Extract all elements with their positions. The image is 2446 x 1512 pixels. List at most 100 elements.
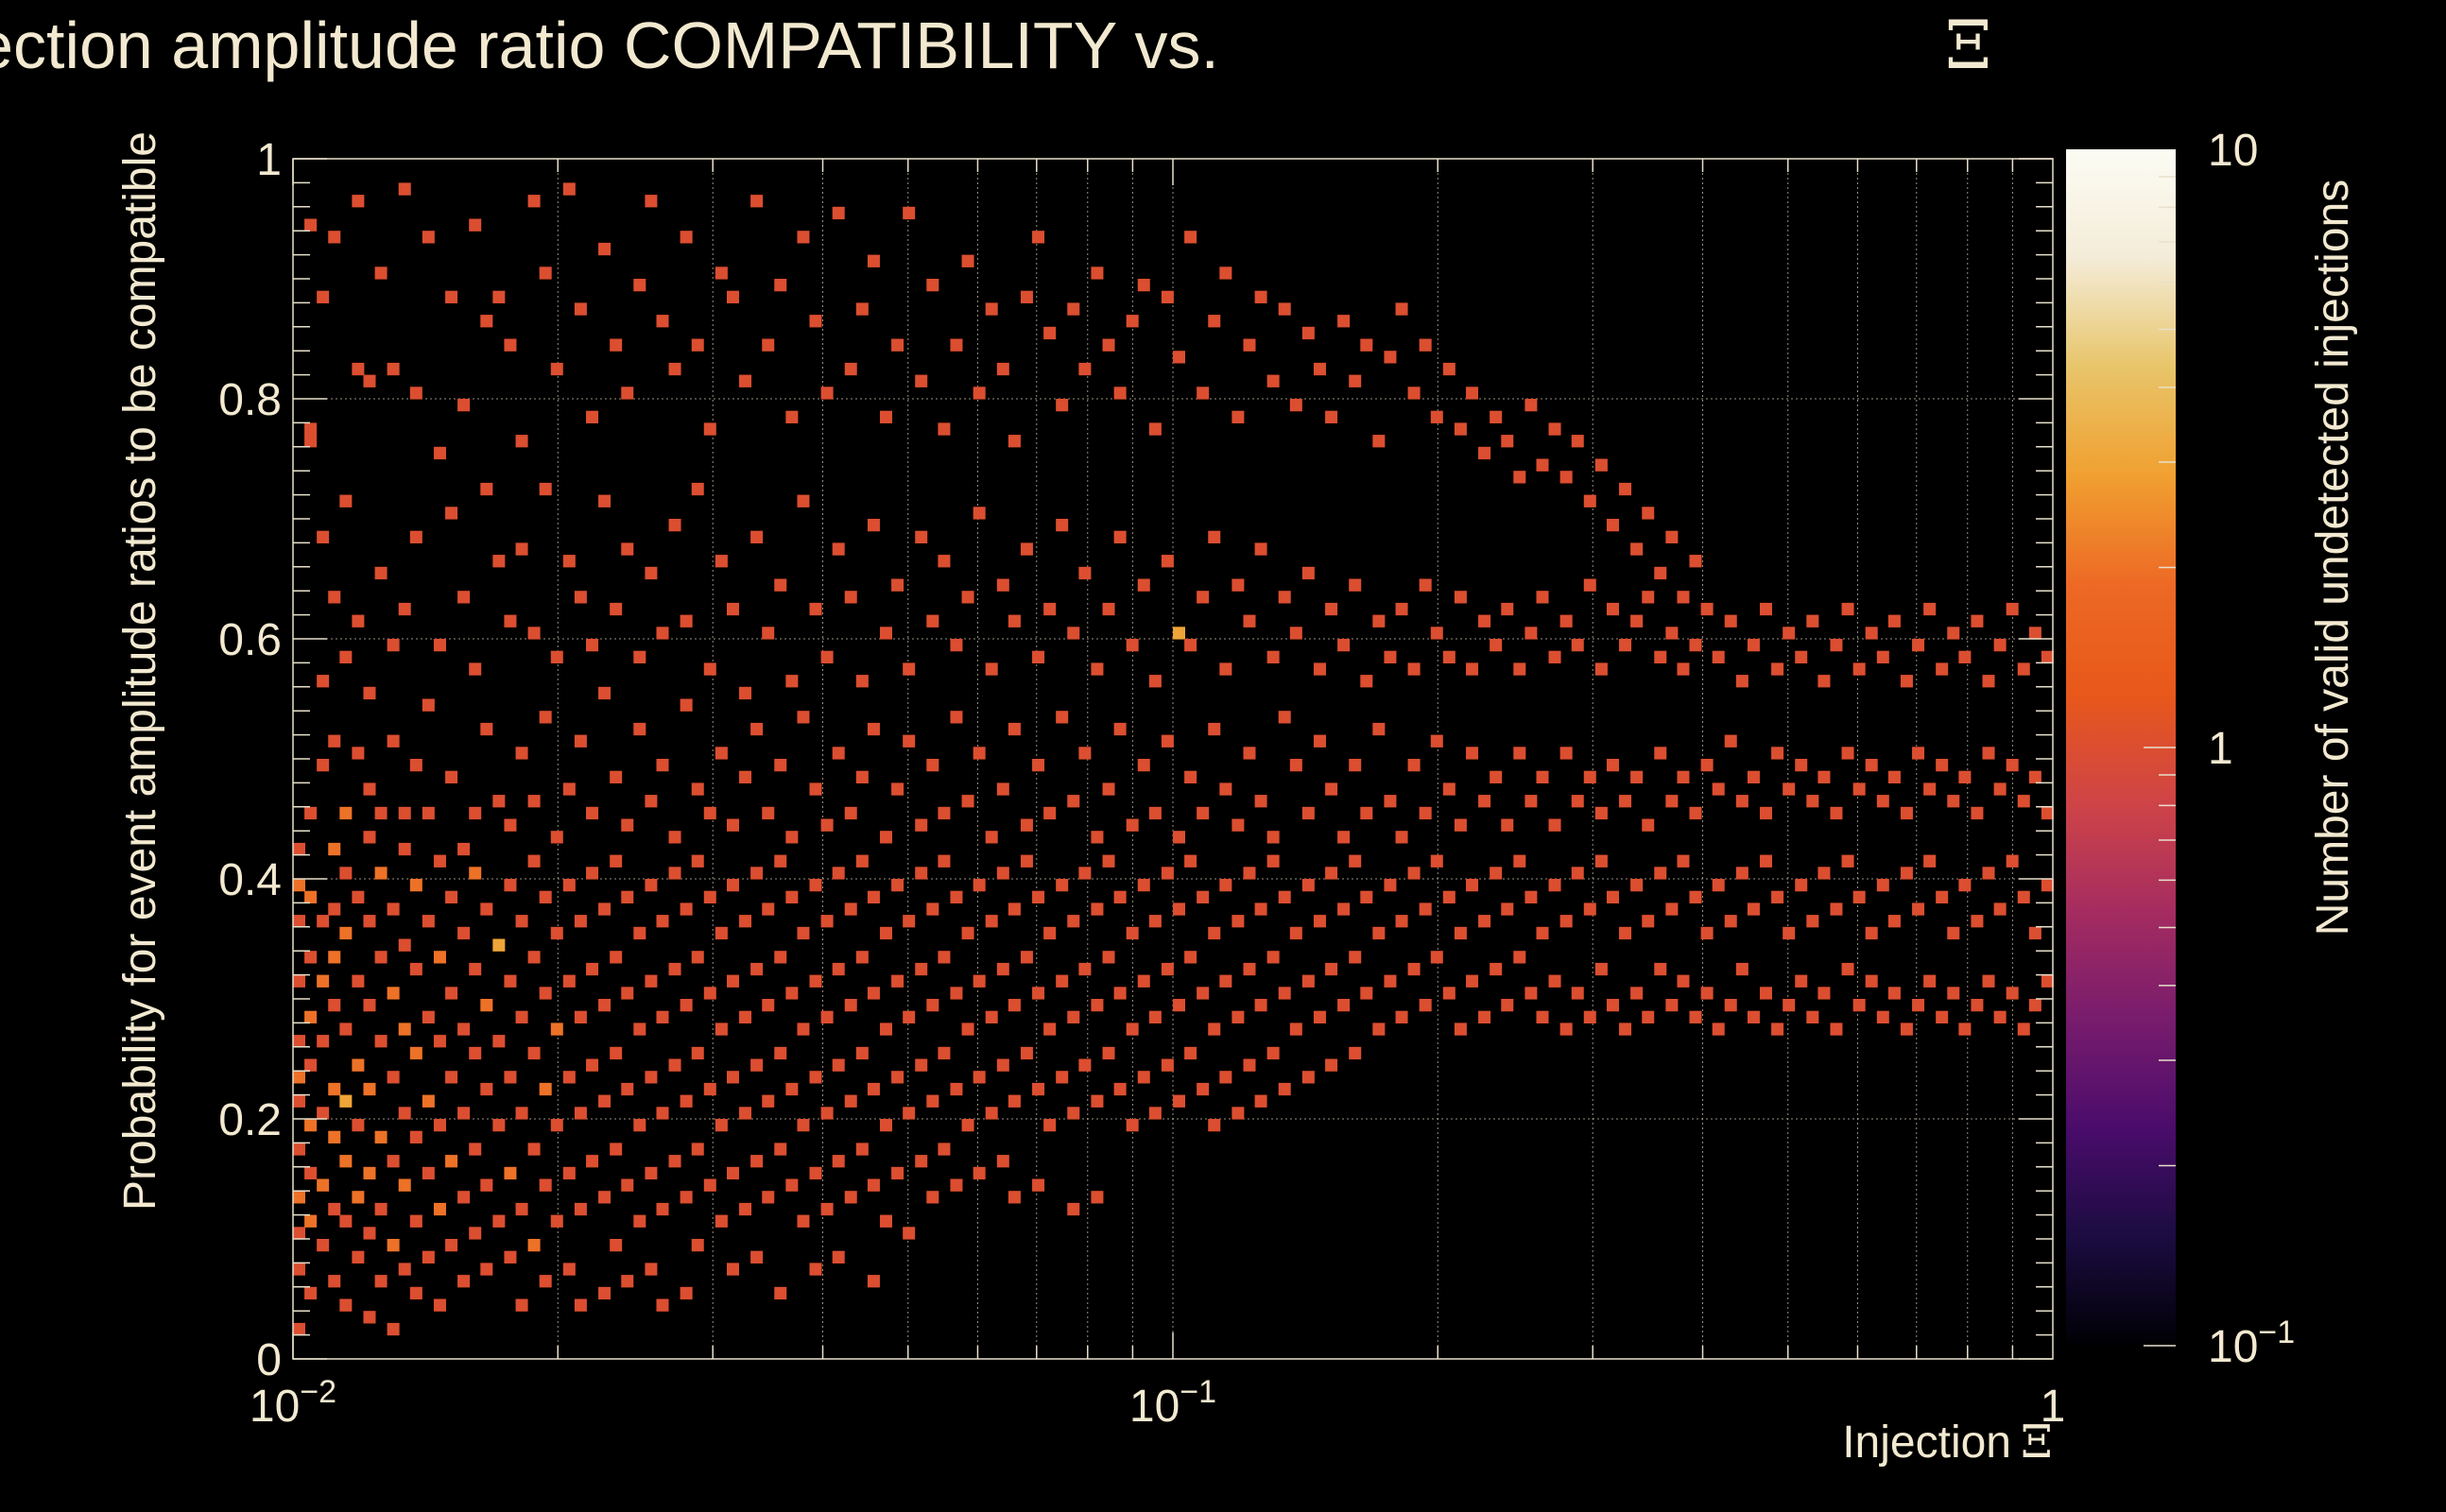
- heatmap-cell: [1148, 915, 1162, 928]
- heatmap-cell: [339, 926, 353, 940]
- heatmap-cell: [715, 1214, 728, 1228]
- heatmap-cell: [1795, 879, 1808, 892]
- heatmap-cell: [785, 1178, 799, 1192]
- heatmap-cell: [339, 867, 353, 880]
- heatmap-cell: [820, 387, 834, 400]
- heatmap-cell: [1148, 1107, 1162, 1120]
- heatmap-cell: [891, 1166, 904, 1180]
- heatmap-cell: [492, 1214, 506, 1228]
- heatmap-cell: [797, 926, 810, 940]
- heatmap-cell: [2041, 650, 2054, 663]
- heatmap-cell: [1993, 902, 2007, 916]
- heatmap-cell: [409, 759, 422, 772]
- heatmap-cell: [598, 242, 612, 256]
- heatmap-cell: [1020, 290, 1033, 303]
- heatmap-cell: [1278, 711, 1291, 724]
- heatmap-cell: [1642, 915, 1655, 928]
- heatmap-cell: [1325, 410, 1338, 423]
- heatmap-cell: [1208, 1119, 1221, 1132]
- heatmap-cell: [950, 639, 963, 652]
- heatmap-cell: [1559, 614, 1573, 627]
- heatmap-cell: [1971, 999, 1984, 1012]
- heatmap-cell: [762, 806, 775, 820]
- heatmap-cell: [457, 1107, 471, 1120]
- chart-title: Injection amplitude ratio COMPATIBILITY …: [0, 9, 1219, 82]
- heatmap-cell: [480, 722, 493, 736]
- heatmap-cell: [1594, 662, 1608, 676]
- heatmap-cell: [1982, 747, 1995, 760]
- heatmap-cell: [1958, 879, 1972, 892]
- heatmap-cell: [387, 1155, 400, 1168]
- heatmap-cell: [1759, 987, 1772, 1000]
- heatmap-cell: [1936, 759, 1949, 772]
- heatmap-cell: [973, 387, 986, 400]
- heatmap-cell: [610, 1046, 623, 1060]
- heatmap-cell: [1102, 854, 1115, 868]
- heatmap-cell: [797, 1022, 810, 1036]
- heatmap-cell: [926, 999, 939, 1012]
- heatmap-cell: [492, 290, 506, 303]
- heatmap-cell: [2041, 879, 2054, 892]
- heatmap-cell: [1325, 867, 1338, 880]
- heatmap-cell: [1887, 770, 1901, 783]
- heatmap-cell: [1056, 879, 1069, 892]
- heatmap-cell: [1091, 1094, 1104, 1108]
- heatmap-cell: [304, 435, 318, 448]
- heatmap-cell: [1982, 974, 1995, 988]
- heatmap-cell: [1747, 1010, 1760, 1023]
- heatmap-cell: [1232, 1107, 1245, 1120]
- heatmap-cell: [1032, 890, 1045, 903]
- heatmap-cell: [1254, 999, 1267, 1012]
- heatmap-cell: [387, 1071, 400, 1084]
- heatmap-cell: [339, 1214, 353, 1228]
- heatmap-cell: [409, 1214, 422, 1228]
- heatmap-cell: [469, 867, 482, 880]
- heatmap-cell: [422, 1250, 435, 1263]
- heatmap-cell: [1936, 890, 1949, 903]
- heatmap-cell: [1783, 926, 1796, 940]
- heatmap-cell: [317, 675, 330, 688]
- heatmap-cell: [1559, 915, 1573, 928]
- heatmap-cell: [515, 435, 528, 448]
- heatmap-cell: [1630, 770, 1644, 783]
- heatmap-cell: [1619, 926, 1632, 940]
- heatmap-cell: [820, 1202, 834, 1216]
- heatmap-cell: [1243, 338, 1256, 352]
- heatmap-cell: [715, 555, 728, 568]
- heatmap-cell: [950, 1178, 963, 1192]
- heatmap-cell: [621, 387, 634, 400]
- heatmap-cell: [1466, 879, 1479, 892]
- heatmap-cell: [1466, 974, 1479, 988]
- heatmap-cell: [1419, 338, 1432, 352]
- heatmap-cell: [304, 890, 318, 903]
- heatmap-cell: [339, 1298, 353, 1312]
- heatmap-cell: [515, 1202, 528, 1216]
- heatmap-cell: [1372, 435, 1386, 448]
- heatmap-cell: [574, 1010, 587, 1023]
- heatmap-cell: [1219, 1071, 1232, 1084]
- heatmap-cell: [1078, 867, 1092, 880]
- heatmap-cell: [1137, 1071, 1150, 1084]
- heatmap-cell: [586, 410, 599, 423]
- heatmap-cell: [492, 938, 506, 952]
- heatmap-cell: [645, 879, 658, 892]
- heatmap-cell: [785, 1082, 799, 1096]
- heatmap-cell: [1137, 974, 1150, 988]
- heatmap-cell: [1113, 722, 1127, 736]
- heatmap-cell: [1947, 795, 1960, 808]
- heatmap-cell: [938, 1046, 951, 1060]
- heatmap-cell: [739, 686, 752, 700]
- heatmap-cell: [515, 542, 528, 556]
- heatmap-cell: [621, 1275, 634, 1288]
- heatmap-cell: [1817, 770, 1831, 783]
- heatmap-cell: [1947, 926, 1960, 940]
- plot-area: [292, 158, 2054, 1360]
- heatmap-cell: [774, 279, 787, 292]
- heatmap-cell: [293, 1071, 306, 1084]
- heatmap-cell: [855, 1143, 869, 1156]
- axis-ticks: [292, 158, 2053, 1360]
- heatmap-cell: [1478, 614, 1491, 627]
- heatmap-cell: [317, 290, 330, 303]
- heatmap-cell: [915, 530, 928, 543]
- heatmap-cell: [1337, 315, 1351, 328]
